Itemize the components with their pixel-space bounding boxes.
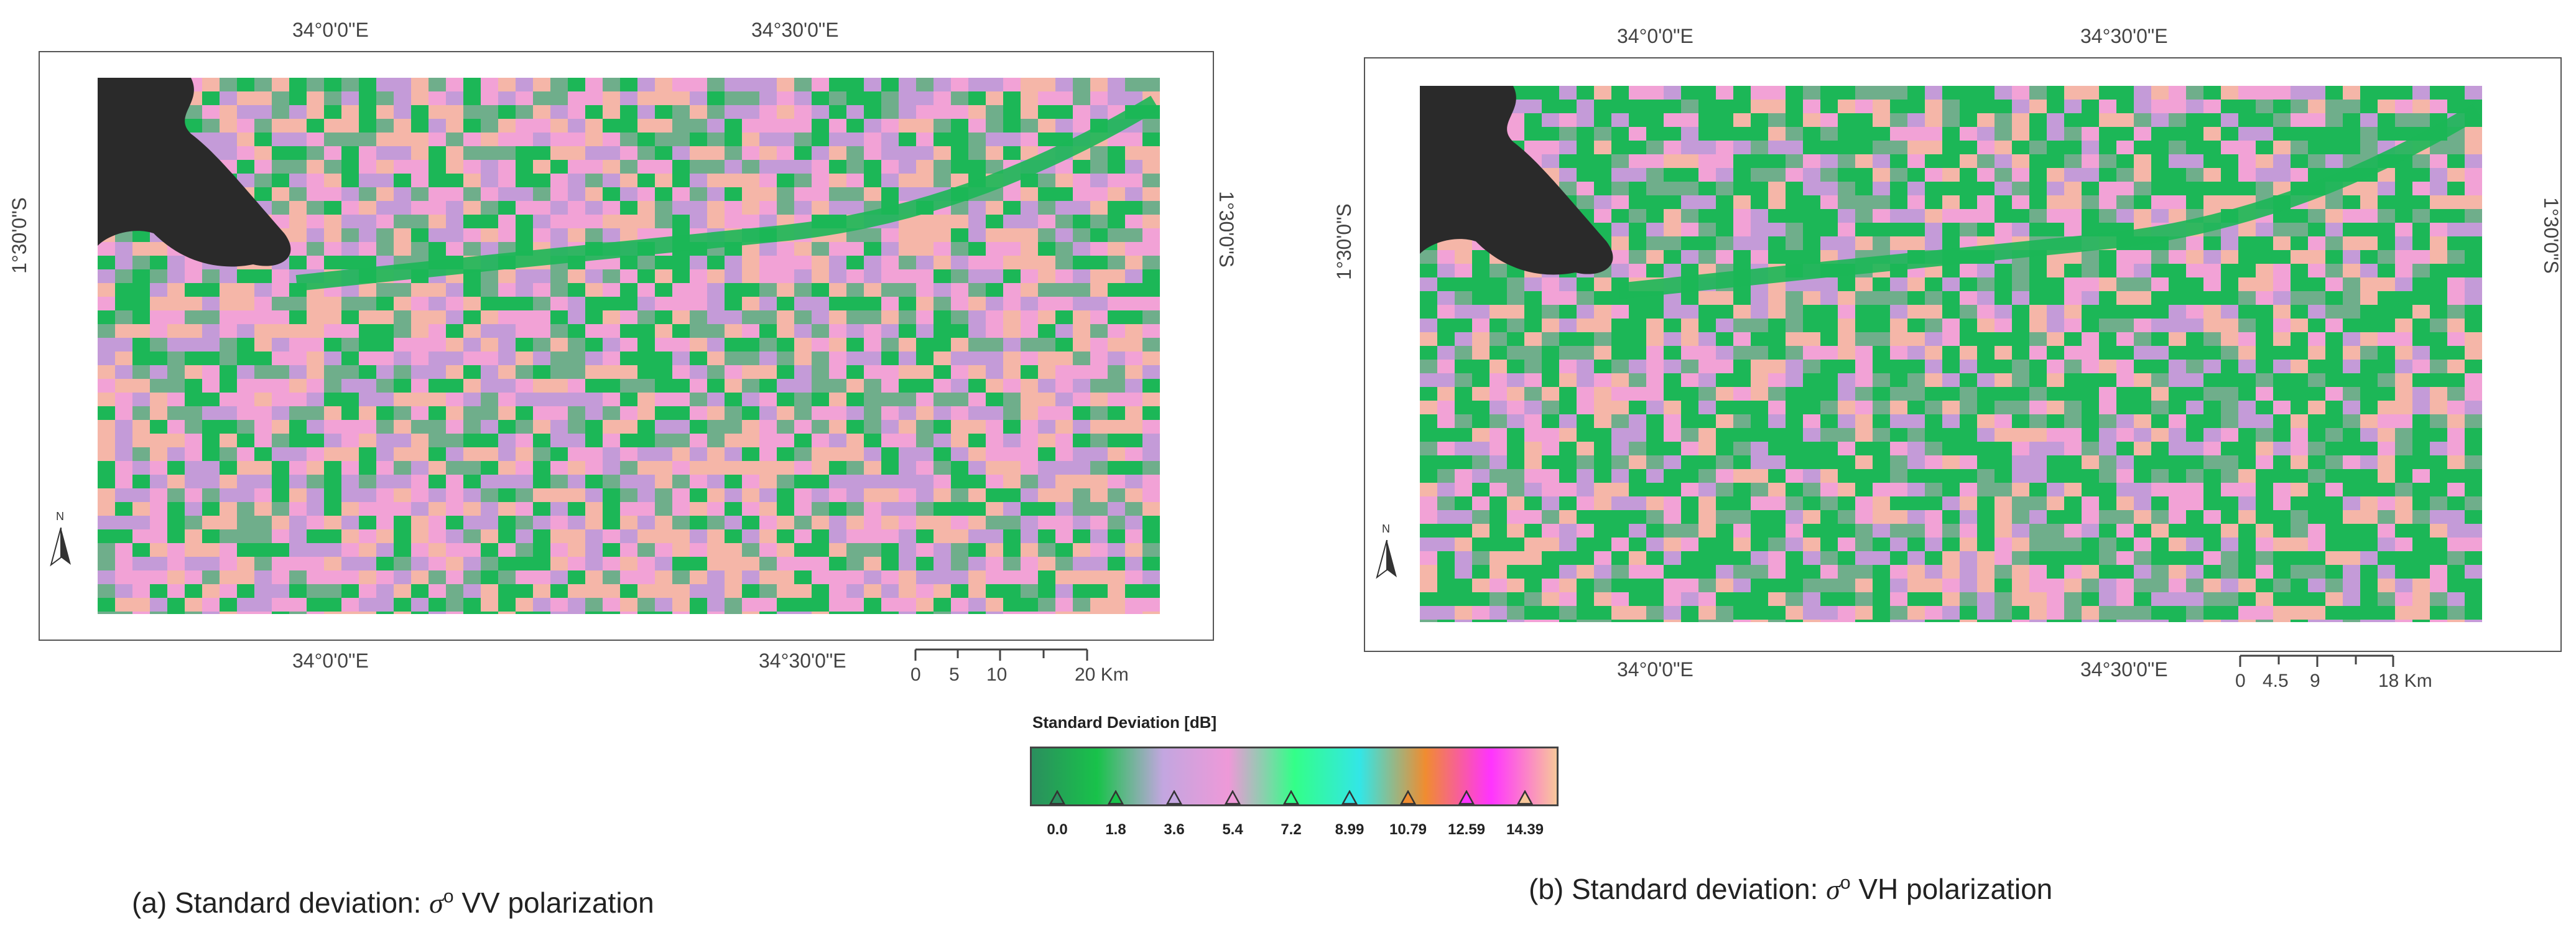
caption-b: (b) Standard deviation: σo VH polarizati… bbox=[1529, 872, 2052, 906]
scale-label-a-0: 0 bbox=[910, 664, 921, 685]
legend-tick-marker bbox=[1224, 789, 1241, 808]
legend-tick-label: 5.4 bbox=[1222, 821, 1243, 838]
legend-tick-marker bbox=[1399, 789, 1417, 808]
caption-b-prefix: (b) Standard deviation: bbox=[1529, 873, 1827, 905]
scale-label-b-2: 9 bbox=[2310, 671, 2320, 691]
caption-a-suffix: VV polarization bbox=[453, 887, 654, 919]
map-image-vh bbox=[1420, 86, 2482, 622]
north-arrow-icon-b: N bbox=[1374, 523, 1399, 591]
scale-label-a-1: 5 bbox=[949, 664, 960, 685]
legend-tick-label: 1.8 bbox=[1105, 821, 1126, 838]
legend-color-ramp bbox=[1030, 747, 1559, 806]
caption-a: (a) Standard deviation: σo VV polarizati… bbox=[132, 886, 654, 919]
north-label-b: N bbox=[1382, 523, 1390, 535]
legend-tick-label: 12.59 bbox=[1447, 821, 1486, 838]
top-lon-label-a-2: 34°30'0"E bbox=[751, 19, 839, 41]
map-image-vv bbox=[98, 78, 1160, 614]
legend-tick-label: 3.6 bbox=[1164, 821, 1185, 838]
scale-label-b-1: 4.5 bbox=[2263, 671, 2289, 691]
scale-label-a-3: 20 Km bbox=[1075, 664, 1129, 685]
left-lat-label-a: 1°30'0"S bbox=[7, 197, 30, 274]
right-lat-label-a: 1°30'0"S bbox=[1215, 191, 1238, 268]
bottom-lon-label-a-1: 34°0'0"E bbox=[292, 649, 369, 672]
caption-b-sup: o bbox=[1840, 872, 1851, 893]
legend-tick-marker bbox=[1107, 789, 1124, 808]
bottom-lon-label-b-1: 34°0'0"E bbox=[1617, 658, 1693, 681]
legend-tick-marker bbox=[1458, 789, 1475, 808]
legend-tick-label: 10.79 bbox=[1389, 821, 1427, 838]
right-lat-label-b: 1°30'0"S bbox=[2539, 197, 2562, 274]
legend-title: Standard Deviation [dB] bbox=[1032, 713, 1217, 732]
scale-label-a-2: 10 bbox=[986, 664, 1008, 685]
legend-tick-label: 7.2 bbox=[1281, 821, 1302, 838]
legend-tick-marker bbox=[1049, 789, 1066, 808]
left-lat-label-b: 1°30'0"S bbox=[1332, 203, 1355, 280]
legend-tick-marker bbox=[1282, 789, 1300, 808]
north-arrow-icon-a: N bbox=[49, 510, 73, 579]
scale-bar-b: 0 4.5 9 18 Km bbox=[2235, 653, 2432, 703]
legend-tick-marker bbox=[1516, 789, 1534, 808]
bottom-lon-label-a-2: 34°30'0"E bbox=[759, 649, 846, 672]
top-lon-label-b-1: 34°0'0"E bbox=[1617, 25, 1693, 47]
caption-a-sup: o bbox=[443, 886, 454, 907]
legend-tick-label: 0.0 bbox=[1047, 821, 1068, 838]
legend-tick-marker bbox=[1165, 789, 1183, 808]
legend-tick-marker bbox=[1341, 789, 1358, 808]
scale-label-b-3: 18 Km bbox=[2378, 671, 2432, 691]
scale-bar-a: 0 5 10 20 Km bbox=[910, 647, 1129, 697]
bottom-lon-label-b-2: 34°30'0"E bbox=[2080, 658, 2168, 681]
legend-tick-label: 14.39 bbox=[1506, 821, 1544, 838]
caption-b-symbol: σ bbox=[1826, 873, 1840, 905]
caption-b-suffix: VH polarization bbox=[1850, 873, 2053, 905]
map-raster-vv bbox=[98, 78, 1160, 614]
top-lon-label-b-2: 34°30'0"E bbox=[2080, 25, 2168, 47]
legend-tick-label: 8.99 bbox=[1335, 821, 1364, 838]
top-lon-label-a-1: 34°0'0"E bbox=[292, 19, 369, 41]
north-label-a: N bbox=[56, 510, 64, 523]
caption-a-prefix: (a) Standard deviation: bbox=[132, 887, 430, 919]
caption-a-symbol: σ bbox=[429, 887, 443, 919]
scale-label-b-0: 0 bbox=[2235, 671, 2246, 691]
map-raster-vh bbox=[1420, 86, 2482, 622]
